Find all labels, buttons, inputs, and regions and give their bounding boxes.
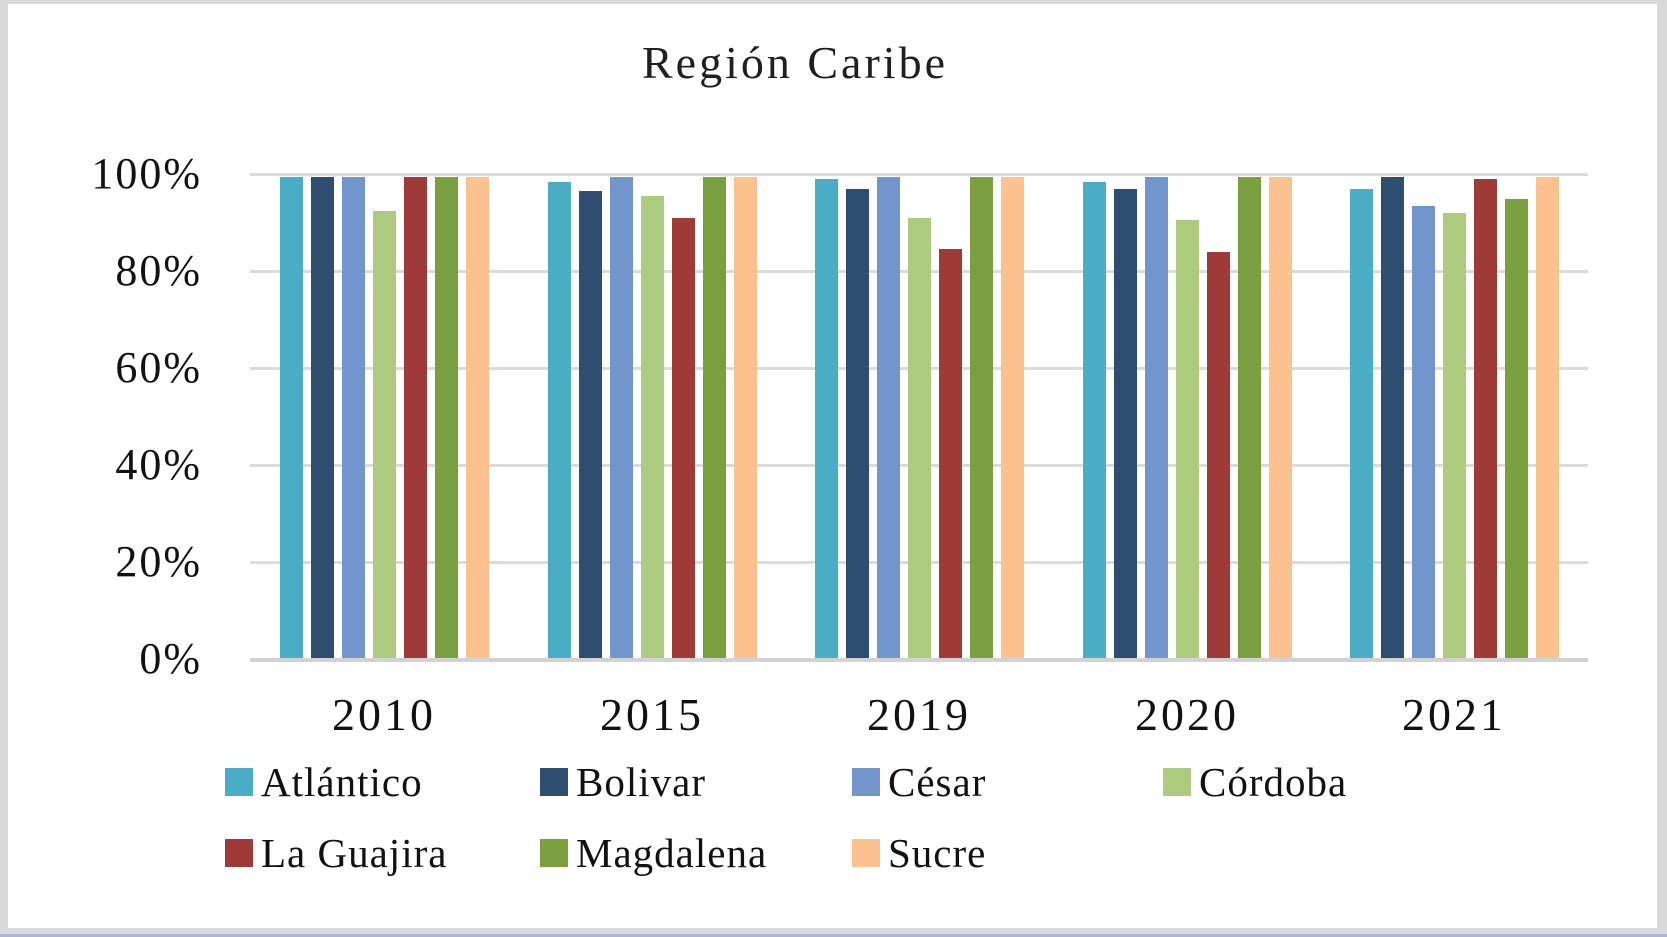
legend-swatch-atlantico: [225, 768, 253, 796]
bar-sucre-2019: [1000, 177, 1024, 658]
frame-left-border: [0, 0, 8, 937]
bar-magdalena-2015: [702, 177, 726, 658]
gridline-100%: [250, 173, 1588, 176]
legend-label-atlantico: Atlántico: [261, 759, 423, 805]
bar-cordoba-2015: [640, 196, 664, 658]
legend-label-magdalena: Magdalena: [576, 830, 768, 876]
bar-sucre-2015: [733, 177, 757, 658]
bar-cordoba-2019: [907, 218, 931, 658]
bar-sucre-2020: [1268, 177, 1292, 658]
bar-group-2020: [1053, 173, 1321, 658]
y-tick-40%: 40%: [115, 440, 202, 489]
bar-magdalena-2010: [434, 177, 458, 658]
x-tick-2010: 2010: [332, 689, 436, 740]
bar-bolivar-2010: [310, 177, 334, 658]
bar-atlantico-2010: [279, 177, 303, 658]
bar-atlantico-2020: [1082, 182, 1106, 658]
legend-label-cordoba: Córdoba: [1199, 759, 1348, 805]
bar-magdalena-2020: [1237, 177, 1261, 658]
legend-swatch-cesar: [852, 768, 880, 796]
plot-area: [250, 173, 1588, 662]
bar-magdalena-2021: [1504, 199, 1528, 658]
bar-atlantico-2021: [1349, 189, 1373, 658]
y-tick-0%: 0%: [139, 634, 202, 683]
bar-la-guajira-2020: [1206, 252, 1230, 658]
bar-magdalena-2019: [969, 177, 993, 658]
legend-swatch-bolivar: [540, 768, 568, 796]
x-tick-2015: 2015: [600, 689, 704, 740]
bar-cordoba-2010: [372, 211, 396, 658]
legend-label-cesar: César: [888, 759, 987, 805]
legend-swatch-sucre: [852, 839, 880, 867]
bar-cesar-2020: [1144, 177, 1168, 658]
bar-cesar-2010: [341, 177, 365, 658]
legend-item-atlantico: Atlántico: [225, 755, 423, 809]
y-tick-60%: 60%: [115, 343, 202, 392]
y-tick-100%: 100%: [91, 149, 202, 198]
legend-item-sucre: Sucre: [852, 826, 986, 880]
legend-swatch-la-guajira: [225, 839, 253, 867]
bar-la-guajira-2015: [671, 218, 695, 658]
x-tick-2021: 2021: [1402, 689, 1506, 740]
x-tick-2019: 2019: [867, 689, 971, 740]
bar-cesar-2015: [609, 177, 633, 658]
bar-group-2019: [785, 173, 1053, 658]
bar-atlantico-2015: [547, 182, 571, 658]
legend-label-sucre: Sucre: [888, 830, 987, 876]
gridline-0%: [250, 658, 1588, 662]
frame-bottom-accent-line: [0, 934, 1667, 937]
x-tick-2020: 2020: [1135, 689, 1239, 740]
bar-la-guajira-2010: [403, 177, 427, 658]
frame-right-border: [1657, 0, 1667, 937]
bar-cesar-2019: [876, 177, 900, 658]
y-tick-80%: 80%: [115, 246, 202, 295]
bar-group-2015: [518, 173, 786, 658]
legend-swatch-magdalena: [540, 839, 568, 867]
legend-item-cordoba: Córdoba: [1163, 755, 1347, 809]
bar-la-guajira-2021: [1473, 179, 1497, 658]
bar-la-guajira-2019: [938, 249, 962, 658]
bar-cordoba-2020: [1175, 220, 1199, 658]
legend-item-bolivar: Bolivar: [540, 755, 706, 809]
bar-bolivar-2019: [845, 189, 869, 658]
legend-item-magdalena: Magdalena: [540, 826, 767, 880]
bar-sucre-2021: [1535, 177, 1559, 658]
bar-bolivar-2020: [1113, 189, 1137, 658]
bar-group-2021: [1320, 173, 1588, 658]
legend-label-bolivar: Bolivar: [576, 759, 706, 805]
y-tick-20%: 20%: [115, 537, 202, 586]
bar-bolivar-2021: [1380, 177, 1404, 658]
bar-sucre-2010: [465, 177, 489, 658]
frame-bottom-border: [0, 928, 1667, 934]
bar-cesar-2021: [1411, 206, 1435, 658]
bar-atlantico-2019: [814, 179, 838, 658]
legend-item-cesar: César: [852, 755, 986, 809]
frame-top-border: [0, 0, 1667, 4]
legend-swatch-cordoba: [1163, 768, 1191, 796]
legend-item-la-guajira: La Guajira: [225, 826, 447, 880]
legend-label-la-guajira: La Guajira: [261, 830, 448, 876]
chart-title: Región Caribe: [642, 37, 948, 88]
bar-bolivar-2015: [578, 191, 602, 658]
bar-group-2010: [250, 173, 518, 658]
bar-cordoba-2021: [1442, 213, 1466, 658]
